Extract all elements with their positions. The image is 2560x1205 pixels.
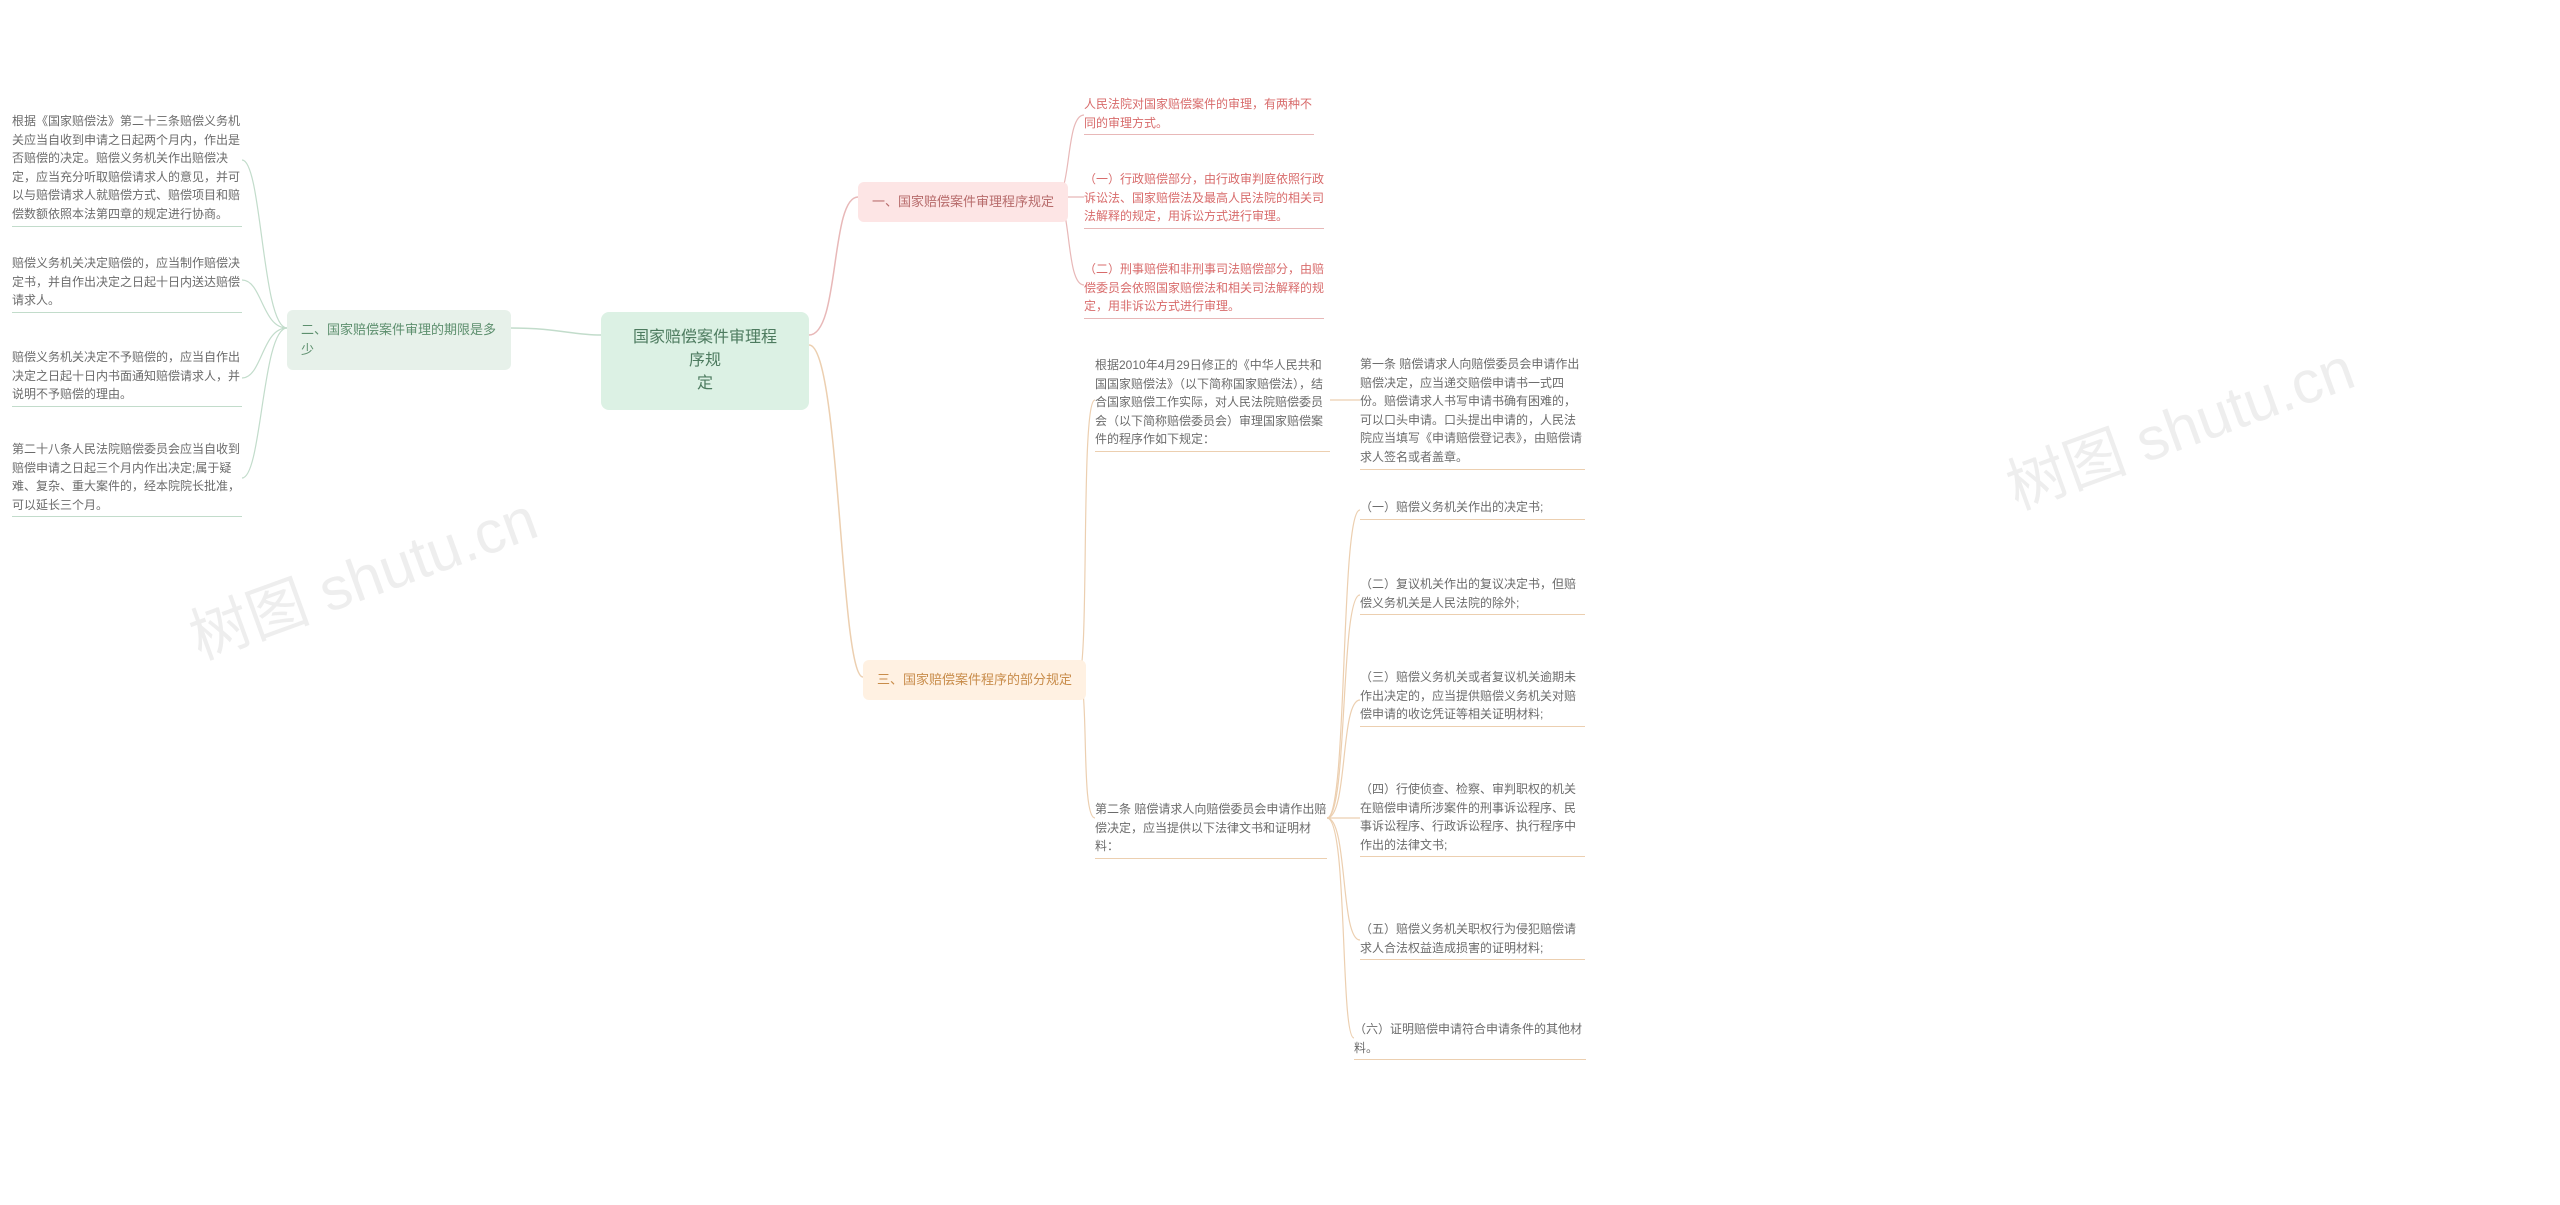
watermark: 树图 shutu.cn: [1993, 320, 2364, 526]
branch-three-label: 三、国家赔偿案件程序的部分规定: [877, 672, 1072, 687]
leaf-3b2[interactable]: （二）复议机关作出的复议决定书，但赔偿义务机关是人民法院的除外;: [1360, 575, 1585, 615]
branch-one-label: 一、国家赔偿案件审理程序规定: [872, 194, 1054, 209]
branch-two[interactable]: 二、国家赔偿案件审理的期限是多少: [287, 310, 511, 370]
leaf-3b[interactable]: 第二条 赔偿请求人向赔偿委员会申请作出赔偿决定，应当提供以下法律文书和证明材料：: [1095, 800, 1327, 859]
leaf-3a[interactable]: 根据2010年4月29日修正的《中华人民共和国国家赔偿法》（以下简称国家赔偿法）…: [1095, 356, 1330, 452]
leaf-3b3[interactable]: （三）赔偿义务机关或者复议机关逾期未作出决定的，应当提供赔偿义务机关对赔偿申请的…: [1360, 668, 1585, 727]
leaf-1a[interactable]: 人民法院对国家赔偿案件的审理，有两种不同的审理方式。: [1084, 95, 1314, 135]
leaf-2a[interactable]: 根据《国家赔偿法》第二十三条赔偿义务机关应当自收到申请之日起两个月内，作出是否赔…: [12, 112, 242, 227]
leaf-3b1[interactable]: （一）赔偿义务机关作出的决定书;: [1360, 498, 1585, 520]
leaf-2c[interactable]: 赔偿义务机关决定不予赔偿的，应当自作出决定之日起十日内书面通知赔偿请求人，并说明…: [12, 348, 242, 407]
leaf-1c[interactable]: （二）刑事赔偿和非刑事司法赔偿部分，由赔偿委员会依照国家赔偿法和相关司法解释的规…: [1084, 260, 1324, 319]
branch-two-label: 二、国家赔偿案件审理的期限是多少: [301, 322, 496, 357]
leaf-3b5[interactable]: （五）赔偿义务机关职权行为侵犯赔偿请求人合法权益造成损害的证明材料;: [1360, 920, 1585, 960]
branch-three[interactable]: 三、国家赔偿案件程序的部分规定: [863, 660, 1086, 700]
leaf-3a1[interactable]: 第一条 赔偿请求人向赔偿委员会申请作出赔偿决定，应当递交赔偿申请书一式四份。赔偿…: [1360, 355, 1585, 470]
leaf-3b6[interactable]: （六）证明赔偿申请符合申请条件的其他材料。: [1354, 1020, 1586, 1060]
leaf-1b[interactable]: （一）行政赔偿部分，由行政审判庭依照行政诉讼法、国家赔偿法及最高人民法院的相关司…: [1084, 170, 1324, 229]
root-title-l2: 定: [697, 375, 713, 392]
root-node[interactable]: 国家赔偿案件审理程序规 定: [601, 312, 809, 410]
branch-one[interactable]: 一、国家赔偿案件审理程序规定: [858, 182, 1068, 222]
leaf-2d[interactable]: 第二十八条人民法院赔偿委员会应当自收到赔偿申请之日起三个月内作出决定;属于疑难、…: [12, 440, 242, 517]
leaf-2b[interactable]: 赔偿义务机关决定赔偿的，应当制作赔偿决定书，并自作出决定之日起十日内送达赔偿请求…: [12, 254, 242, 313]
leaf-3b4[interactable]: （四）行使侦查、检察、审判职权的机关在赔偿申请所涉案件的刑事诉讼程序、民事诉讼程…: [1360, 780, 1585, 857]
root-title-l1: 国家赔偿案件审理程序规: [633, 329, 777, 369]
